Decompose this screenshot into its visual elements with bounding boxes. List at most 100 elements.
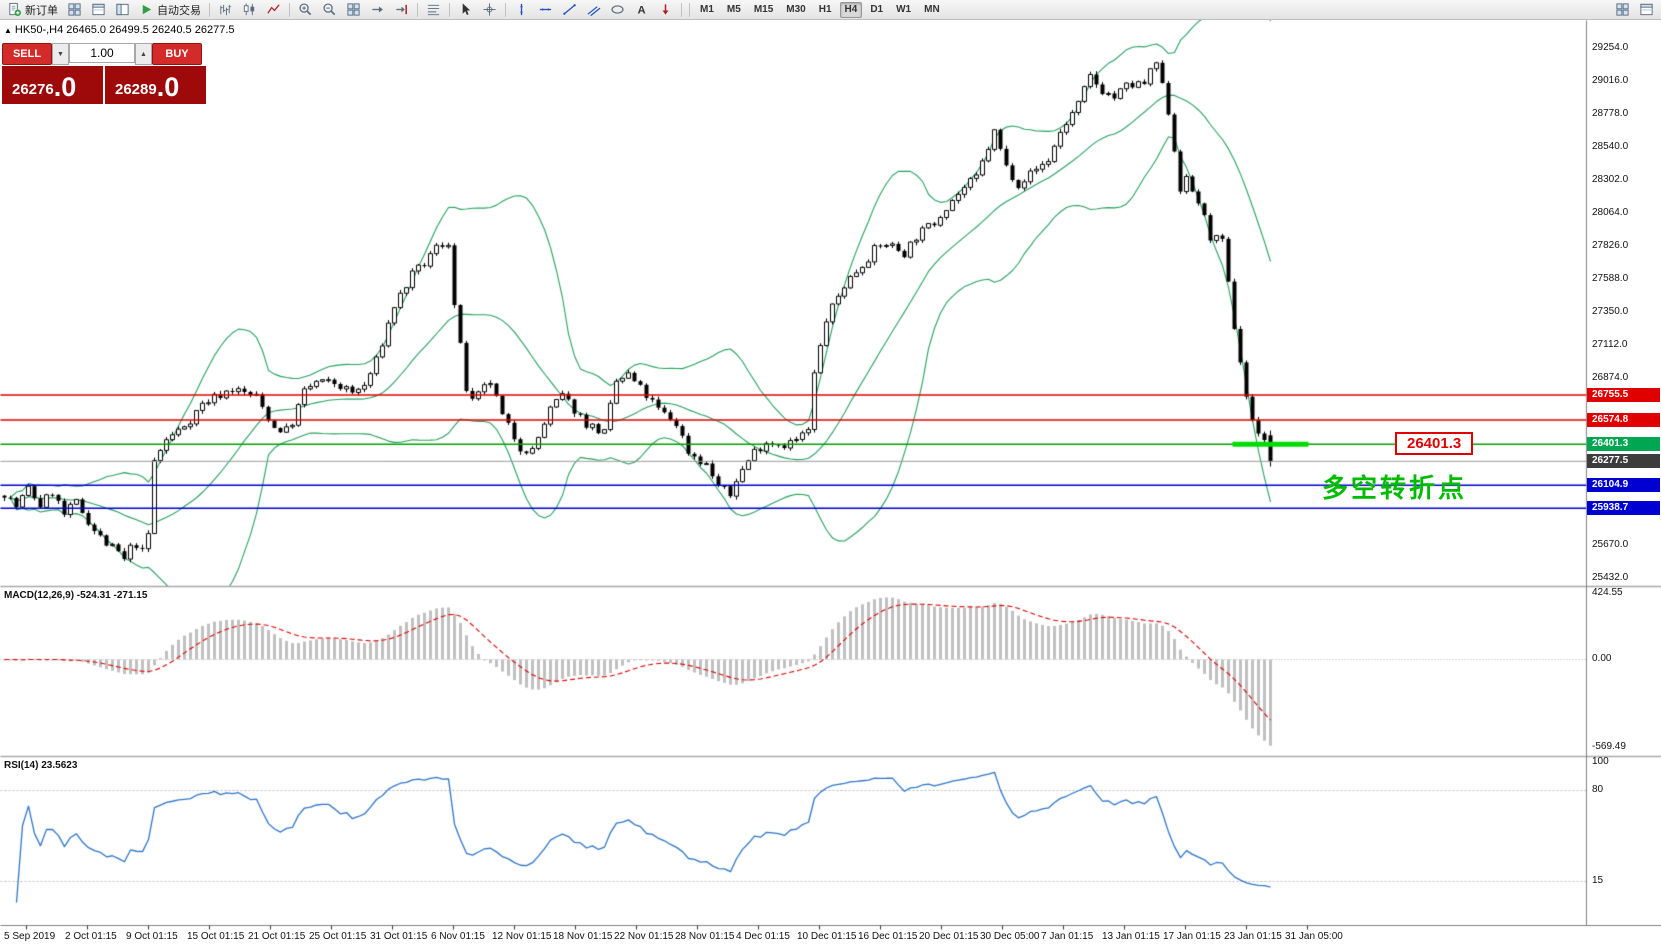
datawin-icon	[1640, 3, 1653, 16]
timeframe-w1-button[interactable]: W1	[891, 2, 916, 18]
trendline-icon	[563, 4, 576, 15]
sell-button[interactable]: SELL	[2, 43, 52, 65]
time-axis-label: 28 Nov 01:15	[675, 931, 735, 942]
auto-trading-label: 自动交易	[157, 4, 201, 17]
buy-button[interactable]: BUY	[152, 43, 202, 65]
line-chart-button[interactable]	[262, 1, 285, 19]
horizontal-line-button[interactable]	[534, 1, 557, 19]
time-axis-label: 7 Jan 01:15	[1041, 931, 1094, 942]
timeframe-m5-button[interactable]: M5	[722, 2, 746, 18]
price-axis[interactable]: 29254.0 29016.0 28778.0 28540.0 28302.0 28064…	[1586, 20, 1661, 925]
toolbar-right-group	[1611, 1, 1658, 19]
timeframe-d1-button[interactable]: D1	[865, 2, 888, 18]
text-label-button[interactable]: A	[630, 1, 653, 19]
toolbar-separator	[689, 2, 690, 17]
ellipse-icon	[611, 5, 624, 14]
zoomout-icon	[323, 3, 336, 16]
sell-price-small: 26276	[12, 81, 54, 98]
textA-icon: A	[637, 5, 645, 17]
chart-window-button[interactable]	[63, 1, 86, 19]
time-axis-label: 21 Oct 01:15	[248, 931, 306, 942]
price-axis-label: 28540.0	[1592, 141, 1629, 153]
timeframe-m15-button[interactable]: M15	[749, 2, 778, 18]
zoom-in-button[interactable]	[294, 1, 317, 19]
macd-axis-label: 0.00	[1592, 653, 1612, 664]
symbol-info: ▲ HK50-,H4 26465.0 26499.5 26240.5 26277.…	[4, 24, 235, 36]
macd-axis-label: -569.49	[1592, 741, 1626, 752]
timeframe-h1-button[interactable]: H1	[814, 2, 837, 18]
navigator-button[interactable]	[111, 1, 134, 19]
bars-icon	[220, 4, 232, 16]
time-axis-label: 31 Jan 05:00	[1285, 931, 1343, 942]
tile-windows-button[interactable]	[342, 1, 365, 19]
volume-increase-button[interactable]: ▲	[135, 43, 152, 65]
price-level-badge: 26104.9	[1587, 477, 1660, 492]
timeframe-mn-button[interactable]: MN	[919, 2, 945, 18]
window-list-button[interactable]	[1635, 1, 1658, 19]
toolbar-separator	[289, 2, 290, 17]
price-axis-label: 28064.0	[1592, 207, 1629, 219]
price-axis-label: 27112.0	[1592, 339, 1628, 351]
timeframe-m30-button[interactable]: M30	[781, 2, 810, 18]
timeframe-m1-button[interactable]: M1	[695, 2, 719, 18]
nav-icon	[116, 3, 129, 16]
cursor-icon	[462, 3, 471, 15]
indicators-button[interactable]	[422, 1, 445, 19]
candlestick-chart-button[interactable]	[238, 1, 261, 19]
sell-price-display[interactable]: 26276.0	[2, 66, 103, 104]
toolbar-separator	[681, 2, 682, 17]
arrow-tools-button[interactable]	[654, 1, 677, 19]
crosshair-button[interactable]	[478, 1, 501, 19]
timeframe-h4-button[interactable]: H4	[839, 1, 863, 18]
crosshair-icon	[483, 3, 496, 16]
time-axis-label: 30 Dec 05:00	[980, 931, 1040, 942]
toolbar-separator	[417, 2, 418, 17]
annotation-price-flag[interactable]: 26401.3	[1395, 432, 1474, 455]
auto-trading-button[interactable]: 自动交易	[135, 1, 205, 19]
pane-separator-rsi[interactable]	[0, 754, 1661, 759]
buy-price-large: .0	[156, 72, 180, 102]
svg-text:A: A	[637, 5, 645, 17]
vline-icon	[520, 3, 523, 16]
price-level-badge: 26574.8	[1587, 412, 1660, 427]
volume-input[interactable]	[69, 43, 135, 63]
price-axis-label: 27350.0	[1592, 306, 1629, 318]
time-axis[interactable]: 5 Sep 2019 2 Oct 01:15 9 Oct 01:15 15 Oct 0…	[0, 925, 1586, 948]
data-window-button[interactable]	[87, 1, 110, 19]
volume-decrease-button[interactable]: ▼	[52, 43, 69, 65]
time-axis-label: 9 Oct 01:15	[126, 931, 178, 942]
toolbar-separator	[505, 2, 506, 17]
vertical-line-button[interactable]	[510, 1, 533, 19]
cursor-button[interactable]	[454, 1, 477, 19]
new-order-button[interactable]: 新订单	[3, 1, 62, 19]
price-axis-label: 28778.0	[1592, 108, 1629, 120]
new-order-label: 新订单	[25, 4, 58, 17]
price-level-badge: 26755.5	[1587, 387, 1660, 402]
price-axis-label: 25432.0	[1592, 572, 1629, 584]
price-axis-label: 26874.0	[1592, 372, 1629, 384]
equidistant-channel-button[interactable]	[582, 1, 605, 19]
sell-price-large: .0	[53, 72, 77, 102]
zoom-out-button[interactable]	[318, 1, 341, 19]
ellipse-tool-button[interactable]	[606, 1, 629, 19]
annotation-text[interactable]: 多空转折点	[1322, 473, 1468, 503]
time-axis-label: 25 Oct 01:15	[309, 931, 367, 942]
doc-icon	[9, 2, 21, 16]
pane-separator-macd[interactable]	[0, 584, 1661, 589]
bar-chart-button[interactable]	[214, 1, 237, 19]
scroll-icon	[372, 6, 383, 13]
main-chart-canvas[interactable]	[0, 20, 1661, 948]
buy-price-display[interactable]: 26289.0	[105, 66, 206, 104]
time-axis-label: 4 Dec 01:15	[736, 931, 790, 942]
time-axis-label: 31 Oct 01:15	[370, 931, 428, 942]
one-click-trading-panel: SELL ▼ ▲ BUY 26276.0 26289.0	[2, 43, 206, 104]
chart-shift-button[interactable]	[390, 1, 413, 19]
trendline-button[interactable]	[558, 1, 581, 19]
rsi-indicator-label: RSI(14) 23.5623	[4, 760, 78, 771]
market-watch-toggle-button[interactable]	[1611, 1, 1634, 19]
time-axis-label: 13 Jan 01:15	[1102, 931, 1160, 942]
price-axis-label: 25670.0	[1592, 539, 1629, 551]
rsi-axis-label: 80	[1592, 784, 1604, 795]
auto-scroll-button[interactable]	[366, 1, 389, 19]
